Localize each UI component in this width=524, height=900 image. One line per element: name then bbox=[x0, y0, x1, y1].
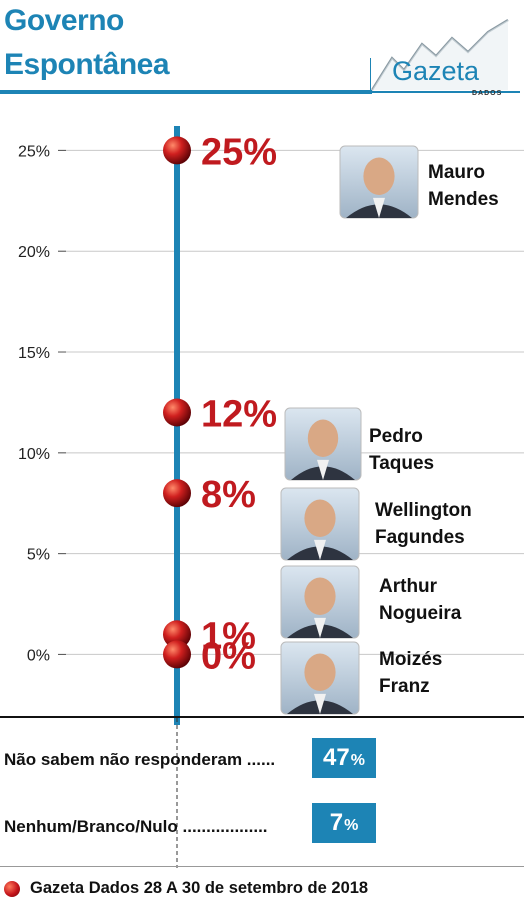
y-tick-label: 15% bbox=[18, 345, 50, 362]
candidate-name: Nogueira bbox=[379, 603, 462, 624]
candidate-name: Franz bbox=[379, 676, 430, 697]
candidate-photo bbox=[280, 487, 360, 561]
candidate-photo bbox=[280, 565, 360, 639]
candidate-name: Wellington bbox=[375, 500, 472, 521]
candidate-photo bbox=[339, 145, 419, 219]
data-point bbox=[163, 620, 191, 649]
data-point bbox=[163, 640, 191, 669]
summary-value: 47 bbox=[323, 744, 350, 771]
summary-value-box: 7% bbox=[312, 803, 376, 843]
candidate-name: Pedro bbox=[369, 426, 423, 447]
logo-text: Gazeta bbox=[392, 56, 480, 86]
axis-continuation bbox=[176, 718, 178, 868]
candidate-name: Moizés bbox=[379, 649, 442, 670]
footer-source: Gazeta Dados 28 A 30 de setembro de 2018 bbox=[30, 879, 369, 897]
candidate-name: Taques bbox=[369, 453, 434, 474]
y-tick-label: 20% bbox=[18, 244, 50, 261]
logo-subtext: DADOS bbox=[472, 90, 503, 97]
data-point bbox=[163, 136, 191, 165]
candidate-name: Arthur bbox=[379, 576, 438, 597]
y-tick-label: 25% bbox=[18, 143, 50, 160]
chart-baseline bbox=[0, 716, 524, 718]
data-label: 8% bbox=[201, 474, 256, 516]
title-line-2: Espontânea bbox=[4, 48, 170, 81]
footer-bullet-icon bbox=[4, 881, 20, 897]
candidate-photo bbox=[284, 407, 362, 481]
y-tick-label: 0% bbox=[27, 647, 50, 664]
data-point bbox=[163, 398, 191, 427]
summary-value: 7 bbox=[329, 809, 344, 836]
data-label: 1% bbox=[201, 615, 256, 657]
title-rule bbox=[0, 90, 372, 94]
candidate-name: Mauro bbox=[428, 162, 485, 183]
summary-row-none: Nenhum/Branco/Nulo .................. 7% bbox=[0, 801, 524, 845]
title-line-1: Governo bbox=[4, 4, 124, 37]
summary-unit: % bbox=[350, 752, 365, 769]
gazeta-logo-icon bbox=[370, 19, 520, 93]
summary-label: Não sabem não responderam ...... bbox=[4, 750, 276, 769]
data-point bbox=[163, 479, 191, 508]
summary-label: Nenhum/Branco/Nulo .................. bbox=[4, 817, 268, 836]
candidate-name: Fagundes bbox=[375, 527, 465, 548]
data-label: 25% bbox=[201, 131, 277, 173]
summary-row-undecided: Não sabem não responderam ...... 47% bbox=[0, 738, 524, 782]
data-label: 12% bbox=[201, 394, 277, 436]
summary-value-box: 47% bbox=[312, 738, 376, 778]
candidate-name: Mendes bbox=[428, 189, 499, 210]
y-tick-label: 5% bbox=[27, 547, 50, 564]
footer-rule bbox=[0, 866, 524, 867]
candidate-photo bbox=[280, 641, 360, 715]
y-tick-label: 10% bbox=[18, 446, 50, 463]
chart: 0% 5% 10% 15% 20% 25% Mauro Mendes 25% Pedro Taqu… bbox=[18, 126, 524, 725]
summary-unit: % bbox=[344, 817, 359, 834]
data-label: 0% bbox=[201, 635, 256, 677]
